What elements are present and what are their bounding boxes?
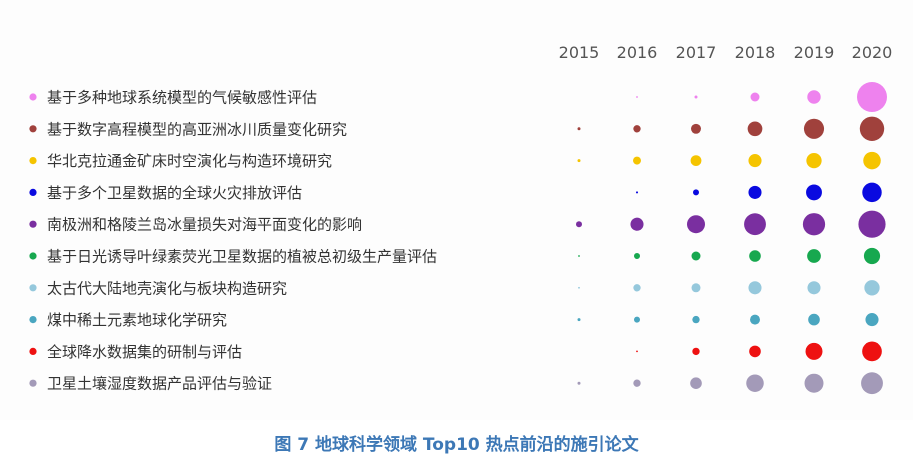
bubble-point: [636, 96, 638, 98]
year-axis: 2015 2016 2017 2018 2019 2020: [559, 43, 893, 62]
topic-label: 基于多种地球系统模型的气候敏感性评估: [47, 89, 317, 107]
bubble-point: [694, 95, 698, 99]
topic-row: 太古代大陆地壳演化与板块构造研究: [29, 279, 880, 297]
bubble-point: [576, 221, 582, 228]
bubble-point: [634, 253, 640, 259]
bubble-point: [749, 345, 761, 358]
bubble-point: [691, 123, 701, 134]
topic-row: 基于日光诱导叶绿素荧光卫星数据的植被总初级生产量评估: [29, 247, 881, 266]
topic-label: 煤中稀土元素地球化学研究: [47, 311, 227, 329]
bubble-point: [805, 342, 823, 360]
bubble-point: [861, 372, 883, 395]
legend-marker: [29, 379, 37, 387]
bubble-point: [863, 247, 881, 265]
bubble-point: [807, 281, 821, 295]
bubble-point: [634, 316, 640, 323]
topic-row: 基于多个卫星数据的全球火灾排放评估: [29, 182, 882, 203]
bubble-point: [693, 189, 699, 196]
bubble-point: [804, 373, 824, 393]
topic-label: 太古代大陆地壳演化与板块构造研究: [47, 279, 287, 297]
bubble-point: [633, 125, 641, 133]
bubble-point: [806, 184, 822, 201]
topic-label: 基于日光诱导叶绿素荧光卫星数据的植被总初级生产量评估: [47, 248, 437, 266]
bubble-point: [808, 313, 820, 326]
bubble-point: [578, 255, 580, 257]
bubble-point: [748, 281, 762, 295]
bubble-point: [749, 250, 761, 262]
topic-label: 基于多个卫星数据的全球火灾排放评估: [47, 184, 302, 202]
topic-rows: 基于多种地球系统模型的气候敏感性评估基于数字高程模型的高亚洲冰川质量变化研究华北…: [29, 82, 887, 395]
topic-row: 南极洲和格陵兰岛冰量损失对海平面变化的影响: [29, 210, 886, 238]
bubble-point: [578, 286, 580, 289]
legend-marker: [29, 347, 37, 355]
year-label: 2020: [852, 43, 893, 62]
bubble-point: [807, 90, 821, 104]
bubble-point: [692, 315, 700, 324]
bubble-point: [577, 159, 581, 163]
topic-row: 基于数字高程模型的高亚洲冰川质量变化研究: [29, 116, 885, 141]
bubble-point: [807, 249, 821, 263]
bubble-point: [691, 283, 701, 293]
year-label: 2017: [676, 43, 717, 62]
bubble-point: [633, 284, 641, 292]
topic-label: 华北克拉通金矿床时空演化与构造环境研究: [47, 152, 332, 170]
bubble-point: [862, 182, 882, 203]
bubble-chart: 2015 2016 2017 2018 2019 2020 基于多种地球系统模型的气候敏感…: [29, 43, 893, 395]
bubble-point: [692, 347, 700, 356]
figure-caption: 图 7 地球科学领域 Top10 热点前沿的施引论文: [274, 435, 639, 455]
year-label: 2019: [794, 43, 835, 62]
bubble-point: [863, 151, 881, 170]
bubble-point: [577, 127, 581, 131]
legend-marker: [29, 125, 37, 133]
bubble-point: [577, 318, 581, 322]
topic-row: 卫星土壤湿度数据产品评估与验证: [29, 372, 883, 395]
bubble-point: [748, 185, 762, 199]
bubble-point: [865, 313, 879, 327]
bubble-point: [802, 213, 826, 236]
bubble-point: [748, 154, 762, 168]
bubble-point: [858, 210, 886, 238]
bubble-point: [635, 191, 639, 194]
topic-label: 基于数字高程模型的高亚洲冰川质量变化研究: [47, 120, 347, 138]
bubble-point: [691, 251, 701, 261]
bubble-point: [746, 374, 764, 392]
legend-marker: [29, 188, 37, 196]
bubble-point: [806, 152, 822, 169]
year-label: 2018: [735, 43, 776, 62]
legend-marker: [29, 316, 37, 324]
legend-marker: [29, 284, 37, 292]
topic-row: 基于多种地球系统模型的气候敏感性评估: [29, 82, 887, 112]
topic-row: 华北克拉通金矿床时空演化与构造环境研究: [29, 151, 881, 170]
bubble-point: [630, 217, 644, 231]
year-label: 2015: [559, 43, 600, 62]
bubble-point: [864, 280, 880, 296]
legend-marker: [29, 220, 37, 228]
bubble-point: [577, 381, 581, 385]
topic-label: 全球降水数据集的研制与评估: [47, 343, 242, 361]
topic-row: 煤中稀土元素地球化学研究: [29, 311, 879, 329]
bubble-point: [857, 82, 887, 112]
bubble-point: [750, 314, 760, 325]
bubble-point: [803, 118, 825, 139]
legend-marker: [29, 252, 37, 260]
topic-row: 全球降水数据集的研制与评估: [29, 341, 882, 362]
bubble-point: [690, 155, 702, 167]
bubble-point: [633, 379, 641, 387]
bubble-point: [690, 377, 702, 390]
topic-label: 卫星土壤湿度数据产品评估与验证: [47, 375, 272, 393]
bubble-point: [687, 215, 705, 234]
legend-marker: [29, 93, 37, 101]
bubble-point: [750, 92, 760, 102]
bubble-point: [744, 213, 766, 236]
topic-label: 南极洲和格陵兰岛冰量损失对海平面变化的影响: [47, 216, 362, 234]
bubble-point: [862, 341, 882, 362]
bubble-point: [636, 350, 638, 353]
legend-marker: [29, 157, 37, 165]
bubble-point: [747, 121, 763, 137]
bubble-point: [859, 116, 885, 141]
year-label: 2016: [617, 43, 658, 62]
bubble-point: [633, 156, 641, 165]
